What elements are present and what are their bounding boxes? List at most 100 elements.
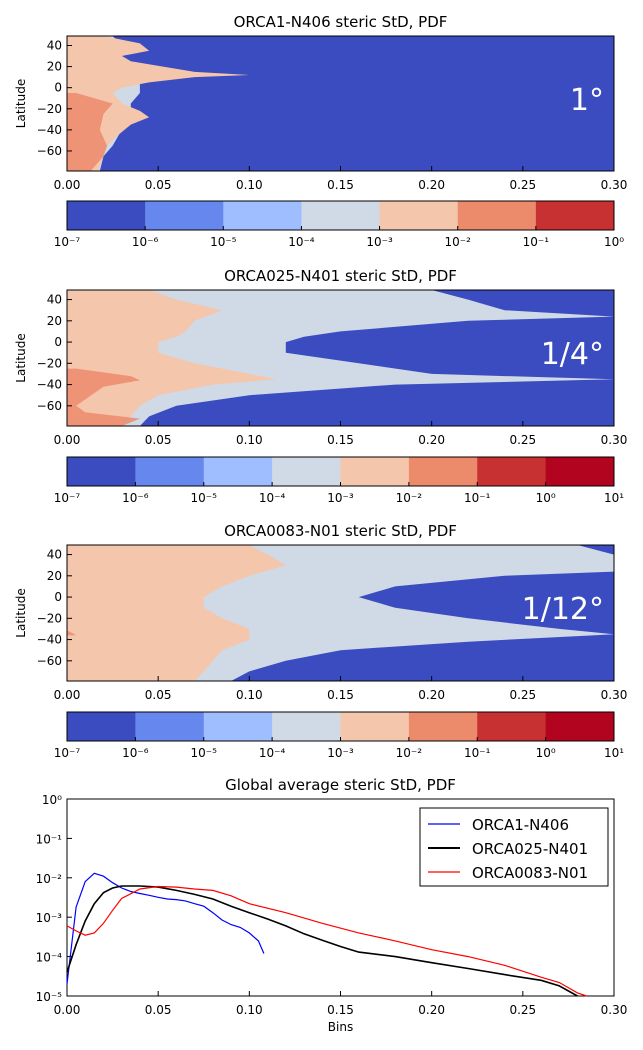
colorbar-tick-label: 10⁻⁷ xyxy=(54,491,81,505)
heatmap-region-dark xyxy=(67,631,77,636)
colorbar-tick-label: 10⁻² xyxy=(445,235,472,249)
y-tick-label: 40 xyxy=(47,293,62,307)
x-tick-label: 0.05 xyxy=(145,688,172,702)
x-tick-label: 0.10 xyxy=(236,688,263,702)
colorbar-bin xyxy=(340,457,410,486)
y-tick-label: 40 xyxy=(47,38,62,52)
y-tick-label: −20 xyxy=(37,102,62,116)
colorbar-tick-label: 10⁻⁶ xyxy=(122,491,149,505)
x-tick-label: 0.30 xyxy=(601,178,628,192)
y-tick-label: −20 xyxy=(37,611,62,625)
x-tick-label: 0.00 xyxy=(54,433,81,447)
x-tick-label: 0.00 xyxy=(54,178,81,192)
y-axis-label: Latitude xyxy=(14,588,28,637)
x-tick-label: 0.15 xyxy=(327,1003,354,1017)
colorbar-bin xyxy=(203,712,273,741)
heatmap-background xyxy=(67,36,614,171)
colorbar-bin xyxy=(477,712,547,741)
colorbar-bin xyxy=(545,457,615,486)
resolution-annotation: 1° xyxy=(570,83,604,118)
x-tick-label: 0.20 xyxy=(418,1003,445,1017)
panel-title: ORCA025-N401 steric StD, PDF xyxy=(224,267,457,285)
x-tick-label: 0.20 xyxy=(418,688,445,702)
panel-title: Global average steric StD, PDF xyxy=(225,776,456,794)
colorbar-bin xyxy=(272,457,341,486)
y-tick-label: −60 xyxy=(37,399,62,413)
x-tick-label: 0.30 xyxy=(601,688,628,702)
panel-title: ORCA1-N406 steric StD, PDF xyxy=(234,13,448,31)
x-tick-label: 0.10 xyxy=(236,433,263,447)
y-axis-label: Latitude xyxy=(14,333,28,382)
colorbar-bin xyxy=(272,712,341,741)
colorbar-tick-label: 10⁻⁷ xyxy=(54,746,81,760)
colorbar-tick-label: 10⁰ xyxy=(536,491,556,505)
colorbar-tick-label: 10⁻⁴ xyxy=(259,746,286,760)
x-tick-label: 0.10 xyxy=(236,178,263,192)
x-tick-label: 0.25 xyxy=(509,688,536,702)
x-tick-label: 0.15 xyxy=(327,688,354,702)
panel-title: ORCA0083-N01 steric StD, PDF xyxy=(224,522,457,540)
x-tick-label: 0.00 xyxy=(54,1003,81,1017)
colorbar-tick-label: 10⁰ xyxy=(536,746,556,760)
colorbar-bin xyxy=(457,201,537,230)
x-tick-label: 0.05 xyxy=(145,1003,172,1017)
colorbar-bin xyxy=(379,201,459,230)
colorbar-bin xyxy=(477,457,547,486)
y-tick-label: 20 xyxy=(47,60,62,74)
x-tick-label: 0.10 xyxy=(236,1003,263,1017)
colorbar-bin xyxy=(223,201,302,230)
colorbar-bin xyxy=(67,457,136,486)
colorbar-tick-label: 10⁰ xyxy=(604,235,624,249)
resolution-annotation: 1/4° xyxy=(541,337,604,372)
colorbar-tick-label: 10⁻¹ xyxy=(464,491,491,505)
y-axis-label: Latitude xyxy=(14,79,28,128)
colorbar-tick-label: 10¹ xyxy=(604,491,624,505)
y-tick-label: −20 xyxy=(37,356,62,370)
x-tick-label: 0.00 xyxy=(54,688,81,702)
y-tick-label: 10⁻¹ xyxy=(36,832,63,846)
y-tick-label: 0 xyxy=(54,335,62,349)
series-line-orca1-n406 xyxy=(66,872,265,985)
heatmap-region-orange xyxy=(67,290,277,426)
colorbar-bin xyxy=(545,712,615,741)
heatmap-region-dark xyxy=(67,92,113,171)
colorbar-tick-label: 10⁻⁴ xyxy=(288,235,315,249)
y-tick-label: −40 xyxy=(37,633,62,647)
colorbar-bin xyxy=(67,201,146,230)
colorbar-tick-label: 10⁻¹ xyxy=(523,235,550,249)
y-tick-label: 20 xyxy=(47,569,62,583)
x-tick-label: 0.25 xyxy=(509,433,536,447)
colorbar-tick-label: 10⁻² xyxy=(396,491,423,505)
y-tick-label: 10⁻⁴ xyxy=(36,951,63,965)
colorbar-tick-label: 10¹ xyxy=(604,746,624,760)
y-tick-label: −40 xyxy=(37,123,62,137)
colorbar-tick-label: 10⁻³ xyxy=(327,491,354,505)
y-tick-label: 40 xyxy=(47,548,62,562)
x-tick-label: 0.30 xyxy=(601,1003,628,1017)
colorbar-bin xyxy=(535,201,615,230)
colorbar-bin xyxy=(135,457,205,486)
colorbar-tick-label: 10⁻² xyxy=(396,746,423,760)
heatmap-region-pale xyxy=(67,290,614,426)
y-tick-label: −40 xyxy=(37,378,62,392)
x-tick-label: 0.20 xyxy=(418,433,445,447)
colorbar-tick-label: 10⁻⁶ xyxy=(122,746,149,760)
heatmap-region-orange xyxy=(67,36,250,171)
y-tick-label: 0 xyxy=(54,590,62,604)
heatmap-region-dark xyxy=(67,368,140,426)
colorbar-tick-label: 10⁻³ xyxy=(327,746,354,760)
colorbar-tick-label: 10⁻⁷ xyxy=(54,235,81,249)
x-tick-label: 0.30 xyxy=(601,433,628,447)
colorbar-frame xyxy=(66,200,615,231)
x-tick-label: 0.20 xyxy=(418,178,445,192)
colorbar-tick-label: 10⁻¹ xyxy=(464,746,491,760)
x-axis-label: Bins xyxy=(328,1020,353,1034)
colorbar-tick-label: 10⁻⁴ xyxy=(259,491,286,505)
y-tick-label: 10⁻³ xyxy=(36,911,63,925)
y-tick-label: −60 xyxy=(37,144,62,158)
x-tick-label: 0.05 xyxy=(145,433,172,447)
x-tick-label: 0.05 xyxy=(145,178,172,192)
y-tick-label: 10⁻⁵ xyxy=(36,990,63,1004)
colorbar-tick-label: 10⁻⁵ xyxy=(210,235,237,249)
y-tick-label: 20 xyxy=(47,314,62,328)
